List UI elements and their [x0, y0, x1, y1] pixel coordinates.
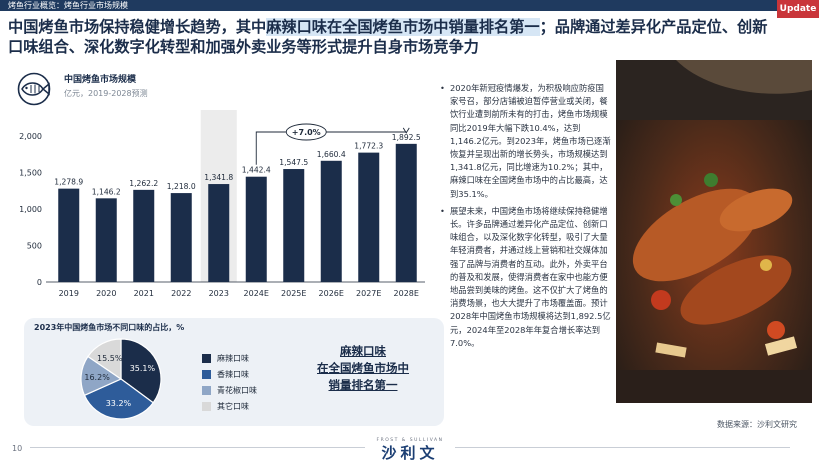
bar-value-label: 1,341.8	[204, 173, 233, 182]
legend-label: 青花椒口味	[217, 385, 257, 395]
x-tick-label: 2021	[134, 289, 154, 298]
legend-swatch	[202, 401, 211, 411]
cagr-badge	[285, 123, 327, 141]
legend-item: 其它口味	[202, 398, 292, 414]
highlight-callout: 麻辣口味 在全国烤鱼市场中 销量排名第一	[295, 343, 431, 394]
pie-slice-label: 35.1%	[130, 364, 156, 373]
pie-slice	[87, 338, 122, 381]
bar-value-label: 1,892.5	[392, 133, 421, 142]
pie-slice-label: 16.2%	[84, 373, 110, 382]
bar-value-label: 1,278.9	[54, 178, 83, 187]
cagr-label: +7.0%	[292, 128, 321, 137]
headline-highlight: 麻辣口味在全国烤鱼市场中销量排名第一	[266, 18, 540, 36]
y-tick-label: 500	[27, 242, 42, 251]
cagr-bracket	[255, 131, 407, 165]
page-number: 10	[12, 444, 23, 453]
bullet-paragraph: 2020年新冠疫情爆发，为积极响应防疫国家号召，部分店铺被迫暂停营业或关闭，餐饮…	[440, 82, 612, 201]
breadcrumb: 烤鱼行业概览：烤鱼行业市场规模	[8, 1, 128, 10]
legend-swatch	[202, 353, 211, 363]
chart-subtitle: 亿元，2019-2028预测	[64, 89, 148, 98]
x-tick-label: 2027E	[356, 289, 381, 298]
flavor-share-pie-chart: 35.1% 33.2% 16.2% 15.5%	[80, 338, 162, 420]
x-tick-label: 2024E	[244, 289, 269, 298]
x-tick-label: 2025E	[281, 289, 306, 298]
legend-label: 麻辣口味	[217, 353, 249, 363]
legend-item: 青花椒口味	[202, 382, 292, 398]
y-tick-label: 1,000	[19, 205, 42, 214]
callout-line: 麻辣口味	[340, 344, 386, 358]
bar	[208, 184, 230, 282]
legend-item: 麻辣口味	[202, 350, 292, 366]
y-tick-label: 0	[37, 278, 42, 287]
pie-slice-label: 33.2%	[106, 399, 132, 408]
bar-value-label: 1,262.2	[129, 179, 158, 188]
pie-title: 2023年中国烤鱼市场不同口味的占比，%	[34, 323, 185, 332]
x-tick-label: 2022	[171, 289, 191, 298]
y-tick-label: 2,000	[19, 132, 42, 141]
bar	[358, 152, 380, 282]
callout-line: 在全国烤鱼市场中	[317, 361, 409, 375]
legend-label: 其它口味	[217, 401, 249, 411]
legend-swatch	[202, 385, 211, 395]
legend-swatch	[202, 369, 211, 379]
y-tick-label: 1,500	[19, 169, 42, 178]
bar	[58, 188, 80, 282]
bar-value-label: 1,218.0	[167, 182, 196, 191]
page-title: 中国烤鱼市场保持稳健增长趋势，其中麻辣口味在全国烤鱼市场中销量排名第一；品牌通过…	[8, 17, 778, 57]
x-tick-label: 2026E	[319, 289, 344, 298]
pie-slice-label: 15.5%	[97, 354, 123, 363]
fish-icon	[17, 72, 51, 106]
update-badge: Update	[777, 0, 819, 18]
bar	[133, 189, 155, 282]
brand-logo: FROST & SULLIVAN 沙利文	[365, 438, 455, 464]
pie-slice	[120, 338, 162, 404]
chart-title: 中国烤鱼市场规模	[64, 75, 137, 85]
bar	[395, 143, 417, 282]
bullet-paragraph: 展望未来，中国烤鱼市场将继续保持稳健增长。许多品牌通过差异化产品定位、创新口味组…	[440, 205, 612, 350]
top-bar: 烤鱼行业概览：烤鱼行业市场规模	[0, 0, 819, 11]
bar-value-label: 1,547.5	[279, 158, 308, 167]
bar	[283, 169, 305, 282]
market-size-bar-chart: 0 500 1,000 1,500 2,000 1,278.9 2019 1,146.2 202…	[19, 110, 425, 298]
x-tick-label: 2023	[209, 289, 229, 298]
callout-line: 销量排名第一	[328, 378, 398, 392]
bar-value-label: 1,772.3	[354, 142, 383, 151]
cagr-arrowhead	[402, 127, 410, 134]
brand-tagline: FROST & SULLIVAN	[376, 438, 444, 443]
pie-legend: 麻辣口味 香辣口味 青花椒口味 其它口味	[202, 350, 292, 414]
bar-value-label: 1,660.4	[317, 150, 346, 159]
brand-name: 沙利文	[381, 444, 439, 462]
bar-value-label: 1,442.4	[242, 166, 271, 175]
bar	[170, 193, 192, 282]
headline-part-1: 中国烤鱼市场保持稳健增长趋势，其中	[8, 18, 267, 36]
commentary: 2020年新冠疫情爆发，为积极响应防疫国家号召，部分店铺被迫暂停营业或关闭，餐饮…	[440, 82, 612, 354]
bar	[95, 198, 117, 282]
x-tick-label: 2028E	[394, 289, 419, 298]
bar	[245, 176, 267, 282]
legend-item: 香辣口味	[202, 366, 292, 382]
bar	[320, 160, 342, 282]
legend-label: 香辣口味	[217, 369, 249, 379]
headline-part-2: ；品牌通过差异化产品定位、创新口味组合、深化数字化转型和加强外卖业务等形式提升自…	[8, 18, 768, 56]
pie-slice	[83, 378, 155, 420]
grilled-fish-photo	[616, 60, 812, 403]
x-tick-label: 2020	[96, 289, 116, 298]
bar-value-label: 1,146.2	[92, 187, 121, 196]
data-source: 数据来源：沙利文研究	[717, 420, 797, 429]
x-tick-label: 2019	[59, 289, 79, 298]
